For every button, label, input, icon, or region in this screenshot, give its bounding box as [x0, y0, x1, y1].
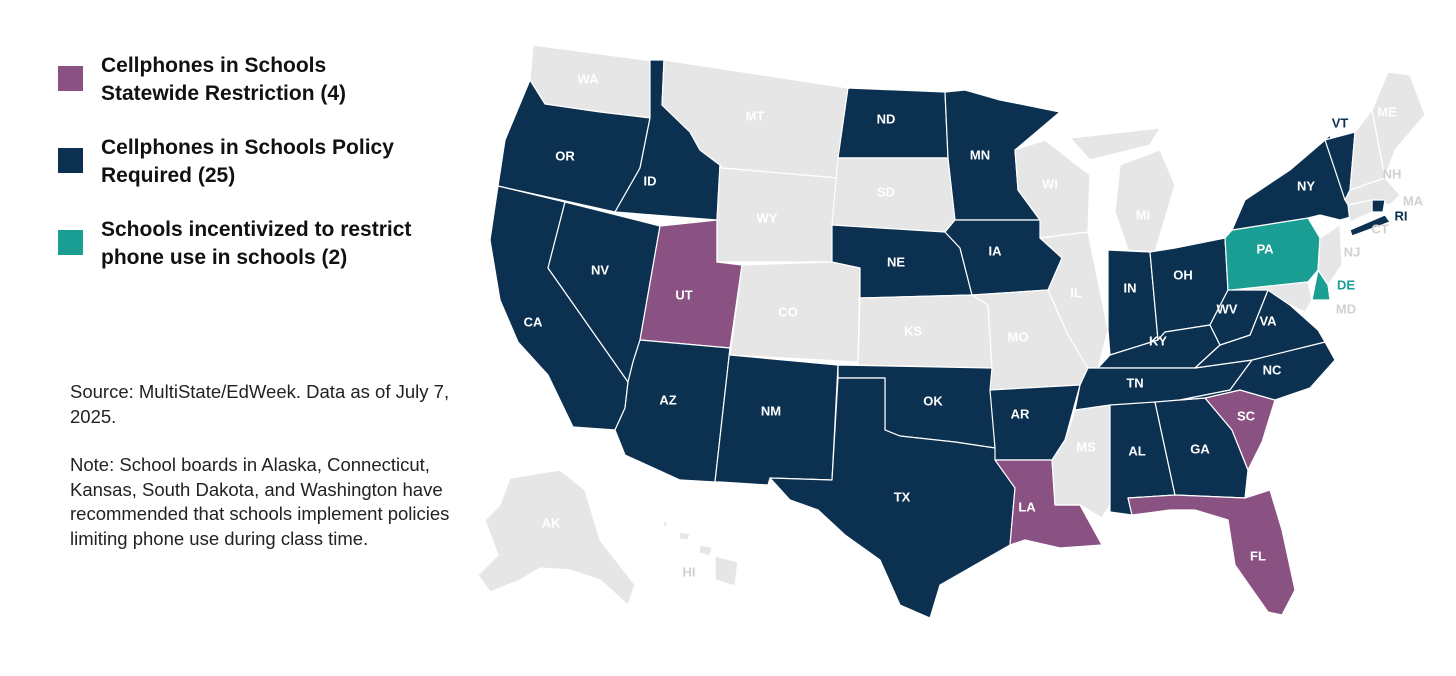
label-CO: CO	[778, 304, 798, 319]
state-NJ	[1317, 224, 1343, 286]
label-TX: TX	[894, 489, 911, 504]
label-ID: ID	[644, 173, 657, 188]
label-MT: MT	[746, 108, 765, 123]
legend-item-restriction: Cellphones in Schools Statewide Restrict…	[58, 52, 468, 108]
label-AR: AR	[1011, 406, 1030, 421]
legend-label-incentive: Schools incentivized to restrict phone u…	[101, 218, 412, 269]
state-NC	[1179, 341, 1336, 401]
label-MI: MI	[1136, 207, 1150, 222]
label-NC: NC	[1263, 362, 1282, 377]
label-ME: ME	[1377, 104, 1397, 119]
label-FL: FL	[1250, 548, 1266, 563]
label-GA: GA	[1190, 441, 1210, 456]
label-MS: MS	[1076, 439, 1096, 454]
label-NV: NV	[591, 262, 609, 277]
label-IA: IA	[989, 243, 1003, 258]
label-HI: HI	[683, 564, 696, 579]
legend-label-policy: Cellphones in Schools Policy Required (2…	[101, 136, 394, 187]
legend-swatch-restriction	[58, 66, 83, 91]
label-UT: UT	[675, 287, 692, 302]
label-DE: DE	[1337, 277, 1355, 292]
label-MA: MA	[1403, 193, 1424, 208]
label-NY: NY	[1297, 178, 1315, 193]
notes: Source: MultiState/EdWeek. Data as of Ju…	[70, 380, 470, 575]
label-WV: WV	[1217, 301, 1238, 316]
label-NM: NM	[761, 403, 781, 418]
label-AL: AL	[1128, 443, 1145, 458]
label-MD: MD	[1336, 301, 1356, 316]
legend-swatch-incentive	[58, 230, 83, 255]
state-RI	[1371, 199, 1386, 213]
label-VT: VT	[1332, 115, 1349, 130]
state-TX	[769, 377, 1016, 619]
label-ND: ND	[877, 111, 896, 126]
legend-swatch-policy	[58, 148, 83, 173]
label-LA: LA	[1018, 499, 1036, 514]
legend-item-policy: Cellphones in Schools Policy Required (2…	[58, 134, 468, 190]
label-MO: MO	[1008, 329, 1029, 344]
state-MD	[1231, 281, 1313, 313]
label-CT: CT	[1371, 221, 1388, 236]
state-WY	[716, 164, 839, 263]
policy-note: Note: School boards in Alaska, Connectic…	[70, 454, 450, 549]
label-KY: KY	[1149, 333, 1167, 348]
label-WY: WY	[757, 210, 778, 225]
state-CT	[1347, 199, 1373, 223]
label-AK: AK	[542, 515, 561, 530]
source-note: Source: MultiState/EdWeek. Data as of Ju…	[70, 381, 450, 427]
label-MN: MN	[970, 147, 990, 162]
state-HI	[661, 519, 739, 587]
label-KS: KS	[904, 323, 922, 338]
label-CA: CA	[524, 314, 543, 329]
label-NH: NH	[1383, 166, 1402, 181]
state-KS	[857, 294, 993, 369]
label-OK: OK	[923, 393, 943, 408]
label-SD: SD	[877, 184, 895, 199]
state-DE	[1311, 269, 1331, 301]
label-OH: OH	[1173, 267, 1193, 282]
label-PA: PA	[1256, 241, 1274, 256]
label-AZ: AZ	[659, 392, 676, 407]
label-IL: IL	[1070, 285, 1082, 300]
state-AK	[477, 469, 636, 606]
label-VA: VA	[1259, 313, 1277, 328]
label-SC: SC	[1237, 408, 1256, 423]
label-NJ: NJ	[1344, 244, 1361, 259]
label-TN: TN	[1126, 375, 1143, 390]
legend: Cellphones in Schools Statewide Restrict…	[58, 52, 468, 298]
legend-item-incentive: Schools incentivized to restrict phone u…	[58, 216, 468, 272]
label-OR: OR	[555, 148, 575, 163]
label-WI: WI	[1042, 176, 1058, 191]
label-NE: NE	[887, 254, 905, 269]
label-IN: IN	[1124, 280, 1137, 295]
label-RI: RI	[1395, 208, 1408, 223]
state-FL	[1127, 489, 1296, 616]
label-WA: WA	[578, 71, 600, 86]
legend-label-restriction: Cellphones in Schools Statewide Restrict…	[101, 54, 347, 105]
us-state-map: WA OR CA ID NV UT AZ MT WY CO NM ND SD N…	[477, 44, 1426, 619]
